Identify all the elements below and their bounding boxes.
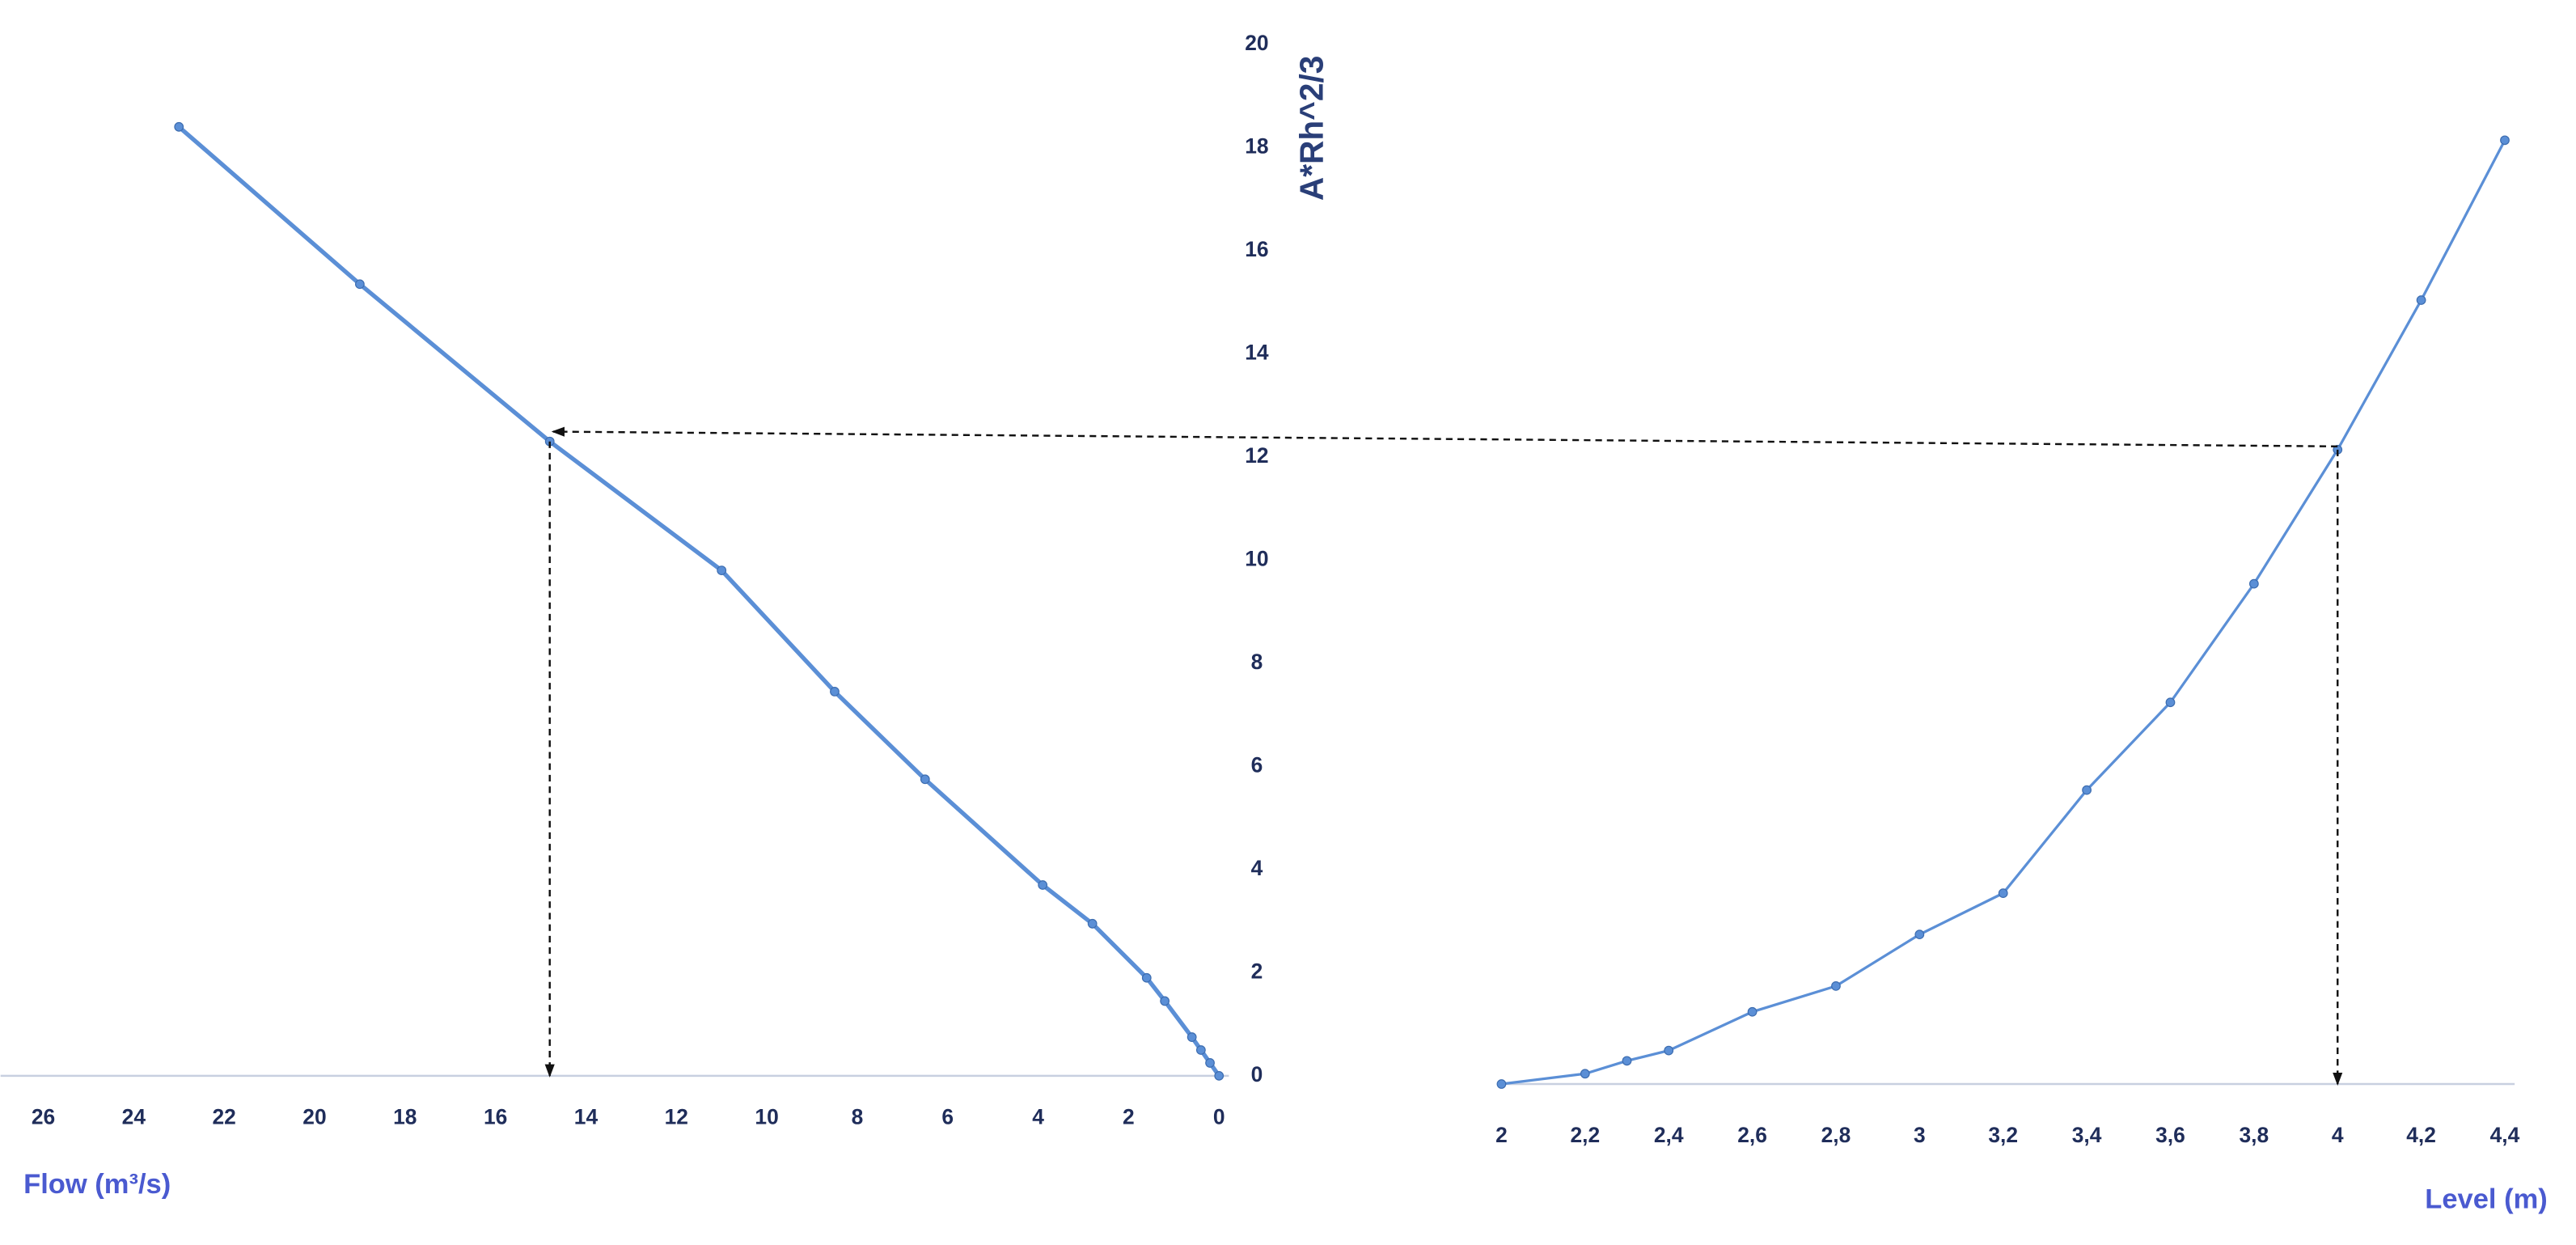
data-point	[1622, 1056, 1632, 1066]
x-axis-title: Flow (m³/s)	[23, 1169, 171, 1200]
y-tick-label: 6	[1251, 752, 1263, 777]
data-point	[1087, 918, 1098, 929]
y-tick-label: 14	[1245, 340, 1269, 364]
data-point	[1831, 981, 1841, 991]
data-point	[830, 687, 840, 697]
data-point	[1186, 1032, 1197, 1042]
x-tick-label: 3	[1914, 1123, 1926, 1147]
y-tick-label: 8	[1251, 650, 1263, 674]
y-tick-label: 18	[1245, 133, 1268, 158]
data-point	[1038, 880, 1048, 890]
x-tick-label: 3,2	[1988, 1123, 2018, 1147]
x-tick-label: 3,6	[2155, 1123, 2185, 1147]
x-tick-label: 4	[1032, 1105, 1044, 1129]
data-point	[1214, 1070, 1225, 1081]
data-point	[2500, 135, 2510, 146]
x-tick-label: 2,8	[1821, 1123, 1851, 1147]
data-point	[354, 279, 365, 290]
x-tick-label: 18	[393, 1105, 417, 1129]
x-tick-label: 6	[941, 1105, 954, 1129]
x-axis-title: Level (m)	[2425, 1184, 2547, 1214]
guide-arrow	[551, 426, 2338, 448]
x-tick-label: 2	[1495, 1123, 1508, 1147]
y-tick-label: 0	[1251, 1062, 1263, 1086]
data-point	[1664, 1045, 1674, 1056]
x-tick-label: 2,4	[1654, 1123, 1684, 1147]
x-tick-label: 3,8	[2240, 1123, 2269, 1147]
data-point	[920, 774, 930, 785]
x-tick-label: 14	[574, 1105, 599, 1129]
x-tick-label: 2	[1123, 1105, 1135, 1129]
data-point	[1195, 1045, 1206, 1055]
data-point	[174, 121, 184, 132]
data-point	[1998, 888, 2008, 899]
x-tick-label: 8	[852, 1105, 864, 1129]
data-point	[1160, 996, 1170, 1006]
y-tick-label: 4	[1251, 856, 1263, 880]
x-tick-label: 16	[484, 1105, 507, 1129]
data-point	[2165, 697, 2176, 708]
x-tick-label: 0	[1213, 1105, 1225, 1129]
x-tick-label: 4,2	[2406, 1123, 2436, 1147]
x-tick-label: 22	[212, 1105, 235, 1129]
data-line	[177, 125, 1221, 1078]
x-tick-label: 4	[2332, 1123, 2344, 1147]
x-tick-label: 3,4	[2072, 1123, 2102, 1147]
y-tick-label: 16	[1245, 237, 1268, 261]
data-line	[1501, 139, 2506, 1086]
y-tick-label: 20	[1245, 31, 1268, 55]
data-point	[1205, 1058, 1215, 1068]
x-tick-label: 24	[122, 1105, 146, 1129]
y-axis-title: A*Rh^2/3	[1293, 56, 1330, 201]
x-tick-label: 10	[755, 1105, 778, 1129]
data-point	[1914, 930, 1925, 940]
y-tick-label: 12	[1245, 443, 1268, 468]
x-tick-label: 26	[32, 1105, 55, 1129]
data-point	[717, 565, 727, 575]
x-tick-label: 12	[665, 1105, 688, 1129]
x-tick-label: 2,6	[1737, 1123, 1767, 1147]
data-point	[2416, 295, 2426, 305]
data-point	[2082, 785, 2092, 795]
y-tick-label: 2	[1251, 959, 1263, 983]
data-point	[1496, 1079, 1507, 1089]
x-tick-label: 2,2	[1570, 1123, 1600, 1147]
data-point	[1747, 1006, 1758, 1017]
y-tick-label: 10	[1245, 546, 1268, 570]
x-tick-label: 4,4	[2490, 1123, 2520, 1147]
x-tick-label: 20	[302, 1105, 326, 1129]
data-point	[2248, 578, 2259, 589]
data-point	[1580, 1069, 1590, 1079]
data-point	[1141, 972, 1152, 983]
